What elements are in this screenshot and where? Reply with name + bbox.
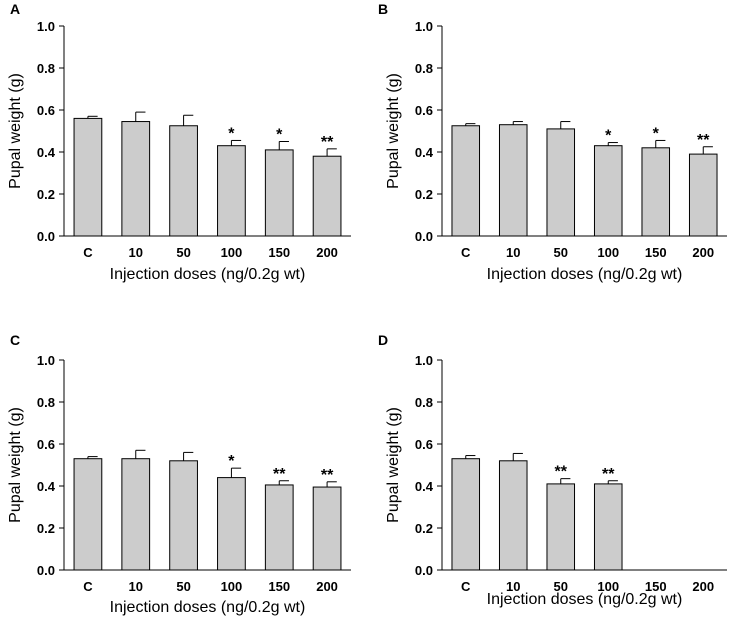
panel-c-significance-100: * bbox=[228, 453, 235, 470]
panel-a-significance-200: ** bbox=[321, 134, 334, 151]
panel-b-bar-150 bbox=[641, 147, 671, 237]
panel-c-significance-150: ** bbox=[273, 466, 286, 483]
panel-a-significance-150: * bbox=[276, 127, 283, 144]
panel-c-bar-C bbox=[73, 458, 103, 571]
panel-b-xtick-label: 10 bbox=[506, 245, 520, 260]
panel-b-xtick-label: 50 bbox=[554, 245, 568, 260]
panel-c-ytick-label: 0.8 bbox=[37, 395, 55, 410]
panel-d-ytick-label: 0.2 bbox=[415, 521, 433, 536]
panel-d-ytick-label: 0.6 bbox=[415, 437, 433, 452]
panel-a-ytick-label: 0.2 bbox=[37, 187, 55, 202]
panel-d-bar-100 bbox=[593, 483, 623, 571]
panel-c-ytick-label: 0.4 bbox=[37, 479, 56, 494]
panel-c-xtick-label: C bbox=[83, 579, 93, 594]
panel-c-bar-100 bbox=[217, 477, 246, 571]
panel-d-ytick-label: 1.0 bbox=[415, 353, 433, 368]
panel-b-x-axis-title: Injection doses (ng/0.2g wt) bbox=[487, 266, 683, 283]
panel-b-bar-C bbox=[451, 125, 481, 237]
panel-c-ytick-label: 0.2 bbox=[37, 521, 55, 536]
panel-a-ytick-label: 0.8 bbox=[37, 61, 55, 76]
panel-b-xtick-label: 100 bbox=[597, 245, 619, 260]
panel-d-ytick-label: 0.8 bbox=[415, 395, 433, 410]
panel-a-y-axis-title: Pupal weight (g) bbox=[7, 73, 24, 189]
panel-d-xtick-label: C bbox=[461, 579, 471, 594]
panel-d-bar-C bbox=[451, 458, 481, 571]
panel-c-bar-10 bbox=[121, 458, 151, 571]
panel-c-ytick-label: 0.6 bbox=[37, 437, 55, 452]
panel-b-xtick-label: C bbox=[461, 245, 471, 260]
panel-b-ytick-label: 0.8 bbox=[415, 61, 433, 76]
panel-b-letter: B bbox=[378, 1, 388, 17]
panel-a-bar-150 bbox=[264, 149, 294, 237]
panel-d-y-axis-title: Pupal weight (g) bbox=[385, 407, 402, 523]
panel-a-ytick-label: 1.0 bbox=[37, 19, 55, 34]
panel-d-x-axis-title: Injection doses (ng/0.2g wt) bbox=[487, 591, 683, 608]
panel-c-x-axis-title: Injection doses (ng/0.2g wt) bbox=[110, 599, 306, 616]
panel-d-bar-10 bbox=[498, 460, 528, 571]
panel-c-bar-200 bbox=[312, 486, 342, 571]
panel-a-xtick-label: C bbox=[83, 245, 93, 260]
panel-b-bar-100 bbox=[593, 145, 623, 237]
panel-c-significance-200: ** bbox=[321, 467, 334, 484]
panel-a-bar-C bbox=[73, 117, 103, 237]
panel-c-xtick-label: 100 bbox=[221, 579, 243, 594]
panel-b: B 0.0 0.2 0.4 0.6 0.8 1.0 C 10 50 * 100 * 150 ** 200 Inj… bbox=[378, 1, 727, 283]
panel-c-ytick-label: 0.0 bbox=[37, 563, 55, 578]
panel-b-ytick-label: 0.4 bbox=[415, 145, 434, 160]
panel-a-bar-10 bbox=[121, 121, 151, 237]
panel-a-xtick-label: 100 bbox=[221, 245, 243, 260]
panel-b-bar-50 bbox=[546, 128, 576, 237]
panel-a-significance-100: * bbox=[228, 125, 235, 142]
panel-b-significance-100: * bbox=[605, 128, 612, 145]
panel-b-xtick-label: 200 bbox=[692, 245, 714, 260]
panel-b-y-axis-title: Pupal weight (g) bbox=[385, 73, 402, 189]
panel-a-x-axis-title: Injection doses (ng/0.2g wt) bbox=[110, 266, 306, 283]
panel-d-xtick-label: 100 bbox=[597, 579, 619, 594]
panel-a-xtick-label: 50 bbox=[176, 245, 190, 260]
panel-c-xtick-label: 200 bbox=[316, 579, 338, 594]
panel-b-ytick-label: 0.6 bbox=[415, 103, 433, 118]
panel-c-bar-50 bbox=[169, 460, 198, 571]
panel-a-ytick-label: 0.0 bbox=[37, 229, 55, 244]
panel-a: A 0.0 0.2 0.4 0.6 0.8 1.0 C 10 50 * 100 * 150 ** 200 Inj… bbox=[7, 1, 351, 283]
panel-c-letter: C bbox=[10, 332, 20, 348]
panel-d-xtick-label: 150 bbox=[645, 579, 667, 594]
panel-a-ytick-label: 0.4 bbox=[37, 145, 56, 160]
panel-d-letter: D bbox=[378, 332, 388, 348]
panel-d-bar-50 bbox=[546, 483, 576, 571]
panel-a-xtick-label: 200 bbox=[316, 245, 338, 260]
panel-a-letter: A bbox=[10, 1, 20, 17]
panel-b-xtick-label: 150 bbox=[645, 245, 667, 260]
panel-d-significance-50: ** bbox=[555, 464, 568, 481]
panel-c-xtick-label: 50 bbox=[176, 579, 190, 594]
panel-c-bar-150 bbox=[264, 484, 294, 571]
panel-b-bar-200 bbox=[688, 153, 718, 237]
panel-a-xtick-label: 150 bbox=[268, 245, 290, 260]
panel-a-bar-200 bbox=[312, 155, 342, 237]
panel-b-ytick-label: 0.2 bbox=[415, 187, 433, 202]
panel-d-xtick-label: 50 bbox=[554, 579, 568, 594]
panel-a-bar-50 bbox=[169, 125, 198, 237]
panel-d-xtick-label: 200 bbox=[692, 579, 714, 594]
panel-a-ytick-label: 0.6 bbox=[37, 103, 55, 118]
panel-b-significance-200: ** bbox=[697, 132, 710, 149]
panel-d-xtick-label: 10 bbox=[506, 579, 520, 594]
panel-c-y-axis-title: Pupal weight (g) bbox=[7, 407, 24, 523]
panel-d-ytick-label: 0.0 bbox=[415, 563, 433, 578]
panel-d: D 0.0 0.2 0.4 0.6 0.8 1.0 C 10 ** 50 ** 100 150 200 Inj… bbox=[378, 332, 727, 608]
panel-c-xtick-label: 150 bbox=[268, 579, 290, 594]
panel-b-significance-150: * bbox=[653, 125, 660, 142]
panel-b-ytick-label: 0.0 bbox=[415, 229, 433, 244]
panel-c: C 0.0 0.2 0.4 0.6 0.8 1.0 C 10 50 * 100 ** 150 ** 200 In… bbox=[7, 332, 351, 616]
panel-c-ytick-label: 1.0 bbox=[37, 353, 55, 368]
panel-b-ytick-label: 1.0 bbox=[415, 19, 433, 34]
panel-d-significance-100: ** bbox=[602, 466, 615, 483]
panel-c-xtick-label: 10 bbox=[129, 579, 143, 594]
panel-d-ytick-label: 0.4 bbox=[415, 479, 434, 494]
panel-a-bar-100 bbox=[217, 145, 246, 237]
panel-b-bar-10 bbox=[498, 124, 528, 237]
panel-a-xtick-label: 10 bbox=[129, 245, 143, 260]
